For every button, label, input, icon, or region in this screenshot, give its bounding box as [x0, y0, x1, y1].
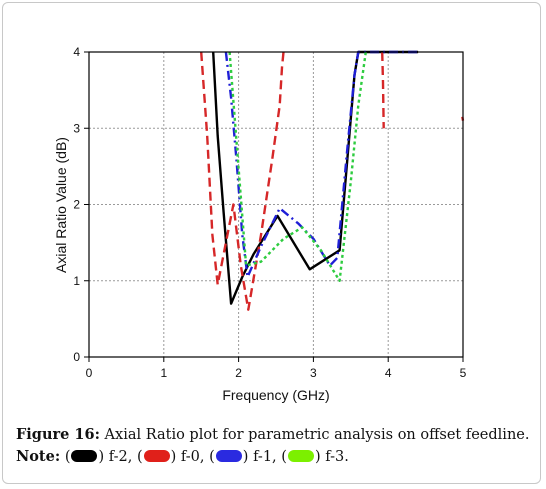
legend-label: f-3.: [320, 449, 349, 465]
axial-ratio-chart: 0 1 2 3 4 5 0 1 2 3 4 Frequency (GHz) Axial Ratio …: [53, 45, 467, 403]
figure-note: Note: () f-2, () f-0, () f-1, () f-3.: [16, 446, 536, 468]
figure-caption: Figure 16: Axial Ratio plot for parametr…: [16, 424, 536, 468]
plot-area-frame: [88, 51, 464, 358]
note-label: Note:: [16, 448, 61, 465]
x-tick-label: 5: [460, 366, 467, 380]
y-tick-label: 0: [73, 350, 80, 364]
y-axis-label: Axial Ratio Value (dB): [53, 137, 69, 273]
figure-label: Figure 16:: [16, 426, 100, 443]
legend-label: f-2,: [104, 449, 137, 465]
series-line-f-0: [381, 51, 385, 129]
figure-frame: [2, 2, 541, 484]
legend-swatch: [215, 450, 242, 462]
x-tick-label: 4: [385, 366, 392, 380]
caption-legend: () f-2, () f-0, () f-1, () f-3.: [65, 449, 349, 465]
y-tick-label: 1: [73, 274, 80, 288]
series-line-f-2: [212, 50, 419, 305]
legend-entry-f-1: () f-1,: [209, 449, 282, 465]
y-tick-label: 3: [73, 121, 80, 135]
x-tick-label: 0: [86, 366, 93, 380]
series-line-f-3: [228, 51, 367, 282]
y-tick-label: 4: [73, 45, 80, 59]
legend-swatch: [71, 450, 98, 462]
figure-title: Figure 16: Axial Ratio plot for parametr…: [16, 424, 536, 446]
legend-entry-f-3: () f-3.: [281, 449, 349, 465]
x-tick-label: 2: [235, 366, 242, 380]
legend-swatch: [287, 450, 314, 462]
x-axis-label: Frequency (GHz): [222, 387, 329, 403]
legend-label: f-0,: [176, 449, 210, 465]
legend-label: f-1,: [248, 449, 282, 465]
legend-entry-f-0: () f-0,: [136, 449, 210, 465]
figure-text: Axial Ratio plot for parametric analysis…: [99, 427, 530, 443]
series-line-f-0: [200, 51, 285, 311]
x-tick-label: 1: [160, 366, 167, 380]
legend-swatch: [143, 450, 170, 462]
x-tick-label: 3: [310, 366, 317, 380]
legend-entry-f-2: () f-2,: [64, 449, 137, 465]
series-line-f-1: [224, 50, 419, 279]
chart-axes: 0 1 2 3 4 5 0 1 2 3 4: [73, 45, 466, 380]
y-tick-label: 2: [73, 198, 80, 212]
chart-grid: [88, 51, 464, 358]
chart-series: [200, 50, 465, 311]
